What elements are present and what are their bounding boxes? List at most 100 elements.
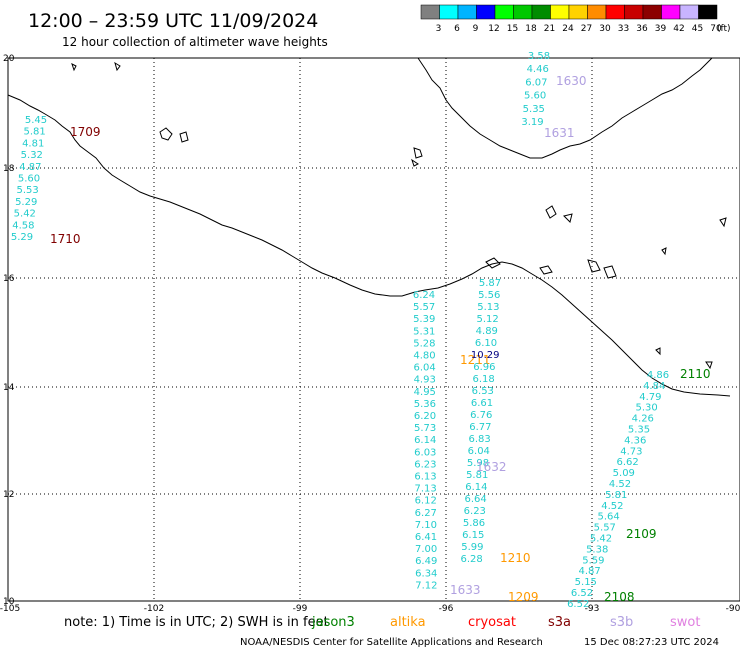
colorbar-label: 24: [562, 24, 574, 34]
lon-label: -99: [293, 604, 308, 614]
wave-height-value: 5.15: [575, 577, 597, 588]
colorbar-label: 70: [710, 24, 722, 34]
wave-height-value: 6.10: [475, 338, 497, 349]
wave-height-value: 5.35: [523, 104, 545, 115]
colorbar-label: 42: [673, 24, 684, 34]
wave-height-value: 5.35: [628, 425, 650, 436]
wave-height-value: 5.60: [18, 174, 40, 185]
wave-height-value: 3.81: [0, 0, 11, 3]
track-1632: 5.875.565.135.124.896.1010.296.966.186.5…: [460, 278, 506, 565]
wave-height-value: 10.29: [471, 350, 500, 361]
wave-height-value: 4.93: [414, 375, 436, 386]
wave-height-value: 5.42: [14, 209, 36, 220]
wave-height-value: 6.04: [468, 446, 490, 457]
wave-height-value: 5.30: [635, 403, 657, 414]
wave-height-value: 4.87: [578, 566, 600, 577]
track-time-label: 1631: [544, 126, 575, 140]
colorbar-swatch: [642, 4, 662, 20]
wave-height-value: 6.07: [525, 77, 547, 88]
track-1630: 3.58 4.46 6.07 5.60 5.35 3.19 1630: [521, 51, 586, 128]
track-1710: 1710: [50, 232, 81, 246]
wave-height-value: 5.59: [582, 555, 604, 566]
wave-height-value: 6.52: [571, 588, 593, 599]
map-subtitle: 12 hour collection of altimeter wave hei…: [62, 35, 328, 49]
wave-height-value: 6.14: [465, 482, 487, 493]
track-1210: 1210: [500, 551, 531, 565]
wave-height-value: 5.81: [23, 127, 45, 138]
wave-height-value: 4.89: [476, 326, 498, 337]
wave-height-value: 3.19: [521, 117, 543, 128]
track-1209: 1209: [508, 590, 539, 604]
satellite-legend-item: s3a: [548, 615, 571, 630]
wave-height-value: 5.12: [476, 314, 498, 325]
wave-height-value: 6.23: [414, 459, 436, 470]
track-time-label: 2110: [680, 367, 711, 381]
wave-height-value: 6.23: [464, 506, 486, 517]
wave-height-value: 5.86: [463, 518, 485, 529]
wave-height-value: 5.36: [414, 399, 436, 410]
track-time-label: 1211: [460, 353, 491, 367]
wave-height-value: 6.53: [472, 386, 494, 397]
wave-height-value: 5.45: [25, 115, 47, 126]
wave-height-value: 3.58: [528, 51, 550, 62]
wave-height-value: 4.84: [643, 381, 665, 392]
satellite-legend-item: jason3: [311, 615, 355, 630]
colorbar-label: 18: [525, 24, 537, 34]
track-2109: 2109: [626, 527, 657, 541]
lon-label: -93: [585, 604, 600, 614]
wave-height-value: 5.99: [461, 542, 483, 553]
map-title: 12:00 – 23:59 UTC 11/09/2024: [28, 10, 318, 32]
lon-label: -90: [726, 604, 740, 614]
satellite-legend-item: swot: [670, 615, 700, 630]
colorbar-swatch: [457, 4, 477, 20]
colorbar-unit: (ft): [717, 24, 731, 34]
track-time-label: 2109: [626, 527, 657, 541]
wave-height-value: 6.15: [462, 530, 484, 541]
wave-height-value: 5.73: [414, 423, 436, 434]
wave-height-value: 5.39: [413, 314, 435, 325]
wave-height-value: 7.12: [415, 580, 437, 591]
track-1631: 3.81 1631: [0, 0, 575, 140]
wave-height-value: 5.98: [467, 458, 489, 469]
colorbar-swatch: [661, 4, 681, 20]
wave-height-value: 4.80: [413, 351, 435, 362]
wave-height-value: 5.31: [413, 326, 435, 337]
wave-height-value: 6.77: [469, 422, 491, 433]
track-time-label: 1709: [70, 125, 101, 139]
lat-label: 12: [3, 490, 14, 500]
wave-height-value: 4.81: [22, 138, 44, 149]
wave-height-value: 6.28: [460, 554, 482, 565]
wave-height-value: 6.34: [415, 568, 437, 579]
wave-height-value: 4.36: [624, 435, 646, 446]
wave-height-value: 4.52: [609, 479, 631, 490]
colorbar-swatch: [605, 4, 625, 20]
wave-height-value: 6.96: [473, 362, 495, 373]
track-time-label: 1710: [50, 232, 81, 246]
satellite-legend: jason3 altika cryosat s3a s3b swot: [311, 615, 700, 630]
colorbar-swatch: [587, 4, 607, 20]
lat-labels: 20 18 16 14 12 10: [3, 54, 15, 607]
wave-height-value: 5.57: [594, 523, 616, 534]
track-1211: 6.245.575.395.315.284.806.044.934.955.36…: [413, 290, 491, 591]
colorbar-label: 6: [454, 24, 460, 34]
track-1633: 1633: [450, 583, 481, 597]
footer-note: note: 1) Time is in UTC; 2) SWH is in fe…: [64, 615, 329, 630]
wave-height-value: 5.32: [21, 150, 43, 161]
footer-timestamp: 15 Dec 08:27:23 UTC 2024: [584, 637, 719, 648]
colorbar-swatch: [624, 4, 644, 20]
lon-label: -102: [144, 604, 164, 614]
wave-height-value: 5.56: [478, 290, 500, 301]
lon-label: -105: [0, 604, 20, 614]
wave-height-value: 5.57: [413, 302, 435, 313]
colorbar-label: 36: [636, 24, 648, 34]
wave-height-value: 6.03: [414, 447, 436, 458]
wave-height-value: 5.13: [477, 302, 499, 313]
track-time-label: 1633: [450, 583, 481, 597]
wave-height-value: 5.29: [15, 197, 37, 208]
track-2110: 4.864.844.795.304.265.354.364.736.625.09…: [567, 367, 710, 610]
track-time-label: 1209: [508, 590, 539, 604]
colorbar-label: 30: [599, 24, 611, 34]
satellite-legend-item: altika: [390, 615, 426, 630]
wave-height-value: 5.28: [413, 338, 435, 349]
wave-height-value: 7.00: [415, 544, 437, 555]
